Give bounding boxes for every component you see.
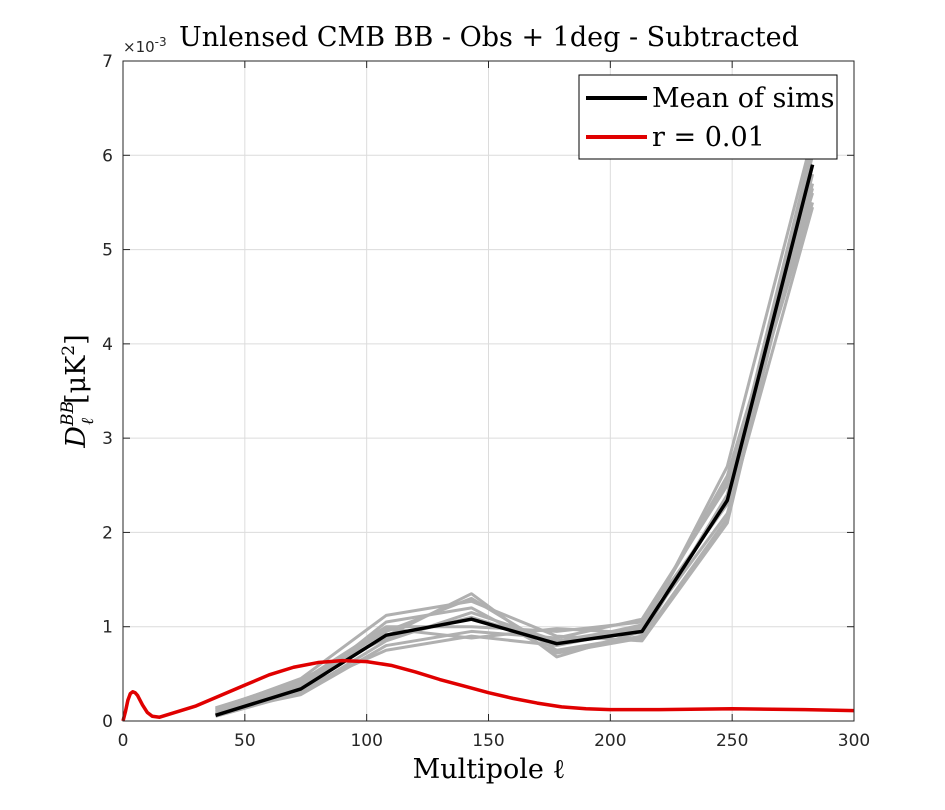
sim-line (215, 164, 815, 712)
x-tick-label: 200 (594, 731, 626, 751)
y-exponent-multiplier: ×10-3 (123, 35, 167, 56)
x-tick-label: 50 (234, 731, 256, 751)
y-tick-label: 7 (102, 52, 113, 72)
legend: Mean of sims r = 0.01 (578, 74, 838, 160)
legend-label-mean-of-sims: Mean of sims (652, 83, 834, 114)
y-label-unit: [μK (61, 355, 92, 404)
series-lines (121, 164, 855, 722)
y-label-sub: ℓ (78, 418, 98, 425)
x-tick-labels: 0 50 100 150 200 250 300 (118, 731, 871, 751)
x-axis-label: Multipole ℓ (413, 754, 566, 785)
ticks (122, 60, 855, 722)
y-tick-label: 6 (102, 146, 113, 166)
y-tick-label: 5 (102, 241, 113, 261)
y-label-sup: BB (58, 401, 78, 427)
x-tick-label: 100 (350, 731, 382, 751)
svg-text:DBBℓ[μK2]: DBBℓ [μK2] (58, 334, 98, 448)
y-tick-label: 4 (102, 335, 113, 355)
chart-title: Unlensed CMB BB - Obs + 1deg - Subtracte… (179, 22, 799, 53)
y-label-main: D (61, 426, 92, 449)
y-label-close: ] (61, 334, 92, 345)
series-line-mean-of-sims (215, 164, 815, 718)
x-tick-label: 300 (838, 731, 870, 751)
x-tick-label: 250 (716, 731, 748, 751)
y-tick-labels: 0 1 2 3 4 5 6 7 (102, 52, 113, 732)
legend-box (578, 74, 838, 160)
y-tick-label: 0 (102, 712, 113, 732)
legend-label-r-001: r = 0.01 (652, 122, 765, 153)
y-label-unit-exp: 2 (59, 345, 79, 356)
y-tick-label: 1 (102, 618, 113, 638)
series-line-r-0-01 (121, 658, 855, 722)
x-tick-label: 0 (118, 731, 129, 751)
y-tick-label: 3 (102, 429, 113, 449)
x-tick-label: 150 (472, 731, 504, 751)
y-axis-label: DBBℓ [μK2] (58, 334, 98, 448)
y-tick-label: 2 (102, 523, 113, 543)
y-multiplier-exp: -3 (155, 35, 167, 49)
y-multiplier-base: ×10 (123, 38, 155, 56)
